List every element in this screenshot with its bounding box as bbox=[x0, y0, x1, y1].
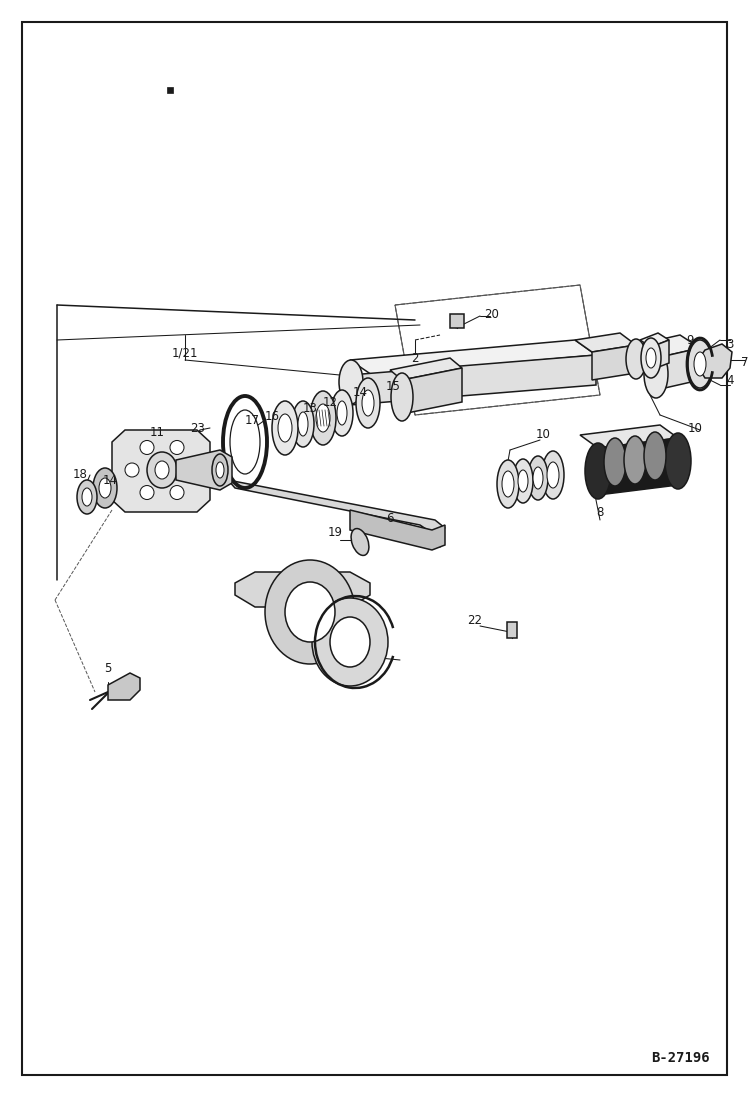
Ellipse shape bbox=[624, 436, 646, 484]
Polygon shape bbox=[651, 340, 669, 370]
Ellipse shape bbox=[665, 433, 691, 489]
Ellipse shape bbox=[337, 402, 347, 425]
Ellipse shape bbox=[77, 480, 97, 514]
Text: 16: 16 bbox=[264, 409, 279, 422]
Ellipse shape bbox=[644, 432, 666, 480]
Ellipse shape bbox=[626, 339, 646, 378]
Text: 1/21: 1/21 bbox=[172, 347, 198, 360]
Ellipse shape bbox=[694, 352, 706, 376]
Ellipse shape bbox=[93, 468, 117, 508]
Text: 17: 17 bbox=[244, 414, 259, 427]
Polygon shape bbox=[592, 344, 636, 380]
Text: 8: 8 bbox=[596, 507, 604, 520]
Ellipse shape bbox=[533, 467, 543, 489]
Ellipse shape bbox=[265, 559, 355, 664]
Text: 10: 10 bbox=[688, 421, 703, 434]
Polygon shape bbox=[167, 87, 173, 93]
Polygon shape bbox=[235, 572, 370, 607]
Ellipse shape bbox=[513, 459, 533, 504]
Text: 4: 4 bbox=[727, 373, 734, 386]
Text: 6: 6 bbox=[386, 511, 394, 524]
Polygon shape bbox=[656, 348, 700, 391]
Ellipse shape bbox=[298, 412, 308, 436]
Bar bbox=[450, 314, 464, 328]
Polygon shape bbox=[108, 672, 140, 700]
Polygon shape bbox=[112, 430, 210, 512]
Ellipse shape bbox=[356, 378, 380, 428]
Text: 2: 2 bbox=[411, 351, 419, 364]
Text: 22: 22 bbox=[467, 613, 482, 626]
Polygon shape bbox=[228, 480, 445, 533]
Ellipse shape bbox=[362, 391, 374, 416]
Ellipse shape bbox=[331, 391, 353, 436]
Polygon shape bbox=[700, 344, 732, 378]
Ellipse shape bbox=[502, 471, 514, 497]
Polygon shape bbox=[390, 358, 462, 380]
Ellipse shape bbox=[646, 348, 656, 367]
Text: 13: 13 bbox=[303, 402, 318, 415]
Polygon shape bbox=[636, 335, 700, 358]
Circle shape bbox=[170, 486, 184, 499]
Ellipse shape bbox=[147, 452, 177, 488]
Ellipse shape bbox=[547, 462, 559, 488]
Ellipse shape bbox=[339, 360, 363, 404]
Ellipse shape bbox=[285, 583, 335, 642]
Polygon shape bbox=[176, 450, 232, 490]
Polygon shape bbox=[402, 367, 462, 414]
Ellipse shape bbox=[585, 443, 611, 499]
Ellipse shape bbox=[272, 402, 298, 455]
Ellipse shape bbox=[604, 438, 626, 486]
Circle shape bbox=[185, 463, 199, 477]
Ellipse shape bbox=[212, 454, 228, 486]
Bar bbox=[507, 622, 517, 638]
Text: 10: 10 bbox=[536, 429, 551, 441]
Polygon shape bbox=[350, 510, 445, 550]
Circle shape bbox=[140, 441, 154, 454]
Text: 18: 18 bbox=[73, 468, 88, 482]
Ellipse shape bbox=[82, 488, 92, 506]
Text: 11: 11 bbox=[150, 426, 165, 439]
Text: 20: 20 bbox=[485, 308, 500, 321]
Text: 3: 3 bbox=[727, 339, 734, 351]
Text: 14: 14 bbox=[103, 474, 118, 486]
Text: B-27196: B-27196 bbox=[652, 1051, 710, 1065]
Circle shape bbox=[140, 486, 154, 499]
Ellipse shape bbox=[292, 402, 314, 446]
Ellipse shape bbox=[99, 478, 111, 498]
Text: 15: 15 bbox=[386, 381, 401, 394]
Polygon shape bbox=[640, 333, 669, 347]
Circle shape bbox=[125, 463, 139, 477]
Ellipse shape bbox=[216, 462, 224, 478]
Polygon shape bbox=[350, 355, 596, 405]
Polygon shape bbox=[350, 340, 596, 375]
Ellipse shape bbox=[688, 340, 712, 388]
Polygon shape bbox=[575, 333, 636, 352]
Ellipse shape bbox=[312, 598, 388, 686]
Ellipse shape bbox=[351, 529, 369, 555]
Ellipse shape bbox=[316, 404, 330, 432]
Polygon shape bbox=[598, 438, 678, 495]
Text: 19: 19 bbox=[327, 527, 342, 540]
Text: 7: 7 bbox=[742, 357, 749, 370]
Ellipse shape bbox=[497, 460, 519, 508]
Ellipse shape bbox=[641, 338, 661, 378]
Ellipse shape bbox=[155, 461, 169, 479]
Ellipse shape bbox=[644, 350, 668, 398]
Polygon shape bbox=[580, 425, 678, 448]
Ellipse shape bbox=[542, 451, 564, 499]
Text: 14: 14 bbox=[353, 386, 368, 399]
Ellipse shape bbox=[518, 470, 528, 491]
Ellipse shape bbox=[310, 391, 336, 445]
Text: 23: 23 bbox=[190, 421, 205, 434]
Text: 12: 12 bbox=[323, 396, 338, 409]
Ellipse shape bbox=[391, 373, 413, 421]
Ellipse shape bbox=[330, 617, 370, 667]
Text: 5: 5 bbox=[104, 661, 112, 675]
Circle shape bbox=[170, 441, 184, 454]
Ellipse shape bbox=[528, 456, 548, 500]
Ellipse shape bbox=[278, 414, 292, 442]
Text: 9: 9 bbox=[686, 333, 694, 347]
